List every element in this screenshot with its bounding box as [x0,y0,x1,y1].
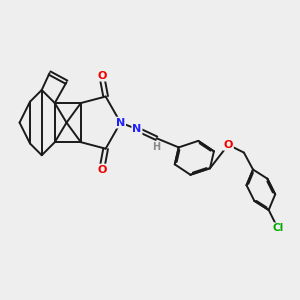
Text: O: O [97,165,106,175]
Text: N: N [132,124,142,134]
Text: Cl: Cl [272,223,284,233]
Text: O: O [224,140,233,150]
Text: H: H [152,142,160,152]
Text: O: O [97,71,106,81]
Text: N: N [116,118,125,128]
